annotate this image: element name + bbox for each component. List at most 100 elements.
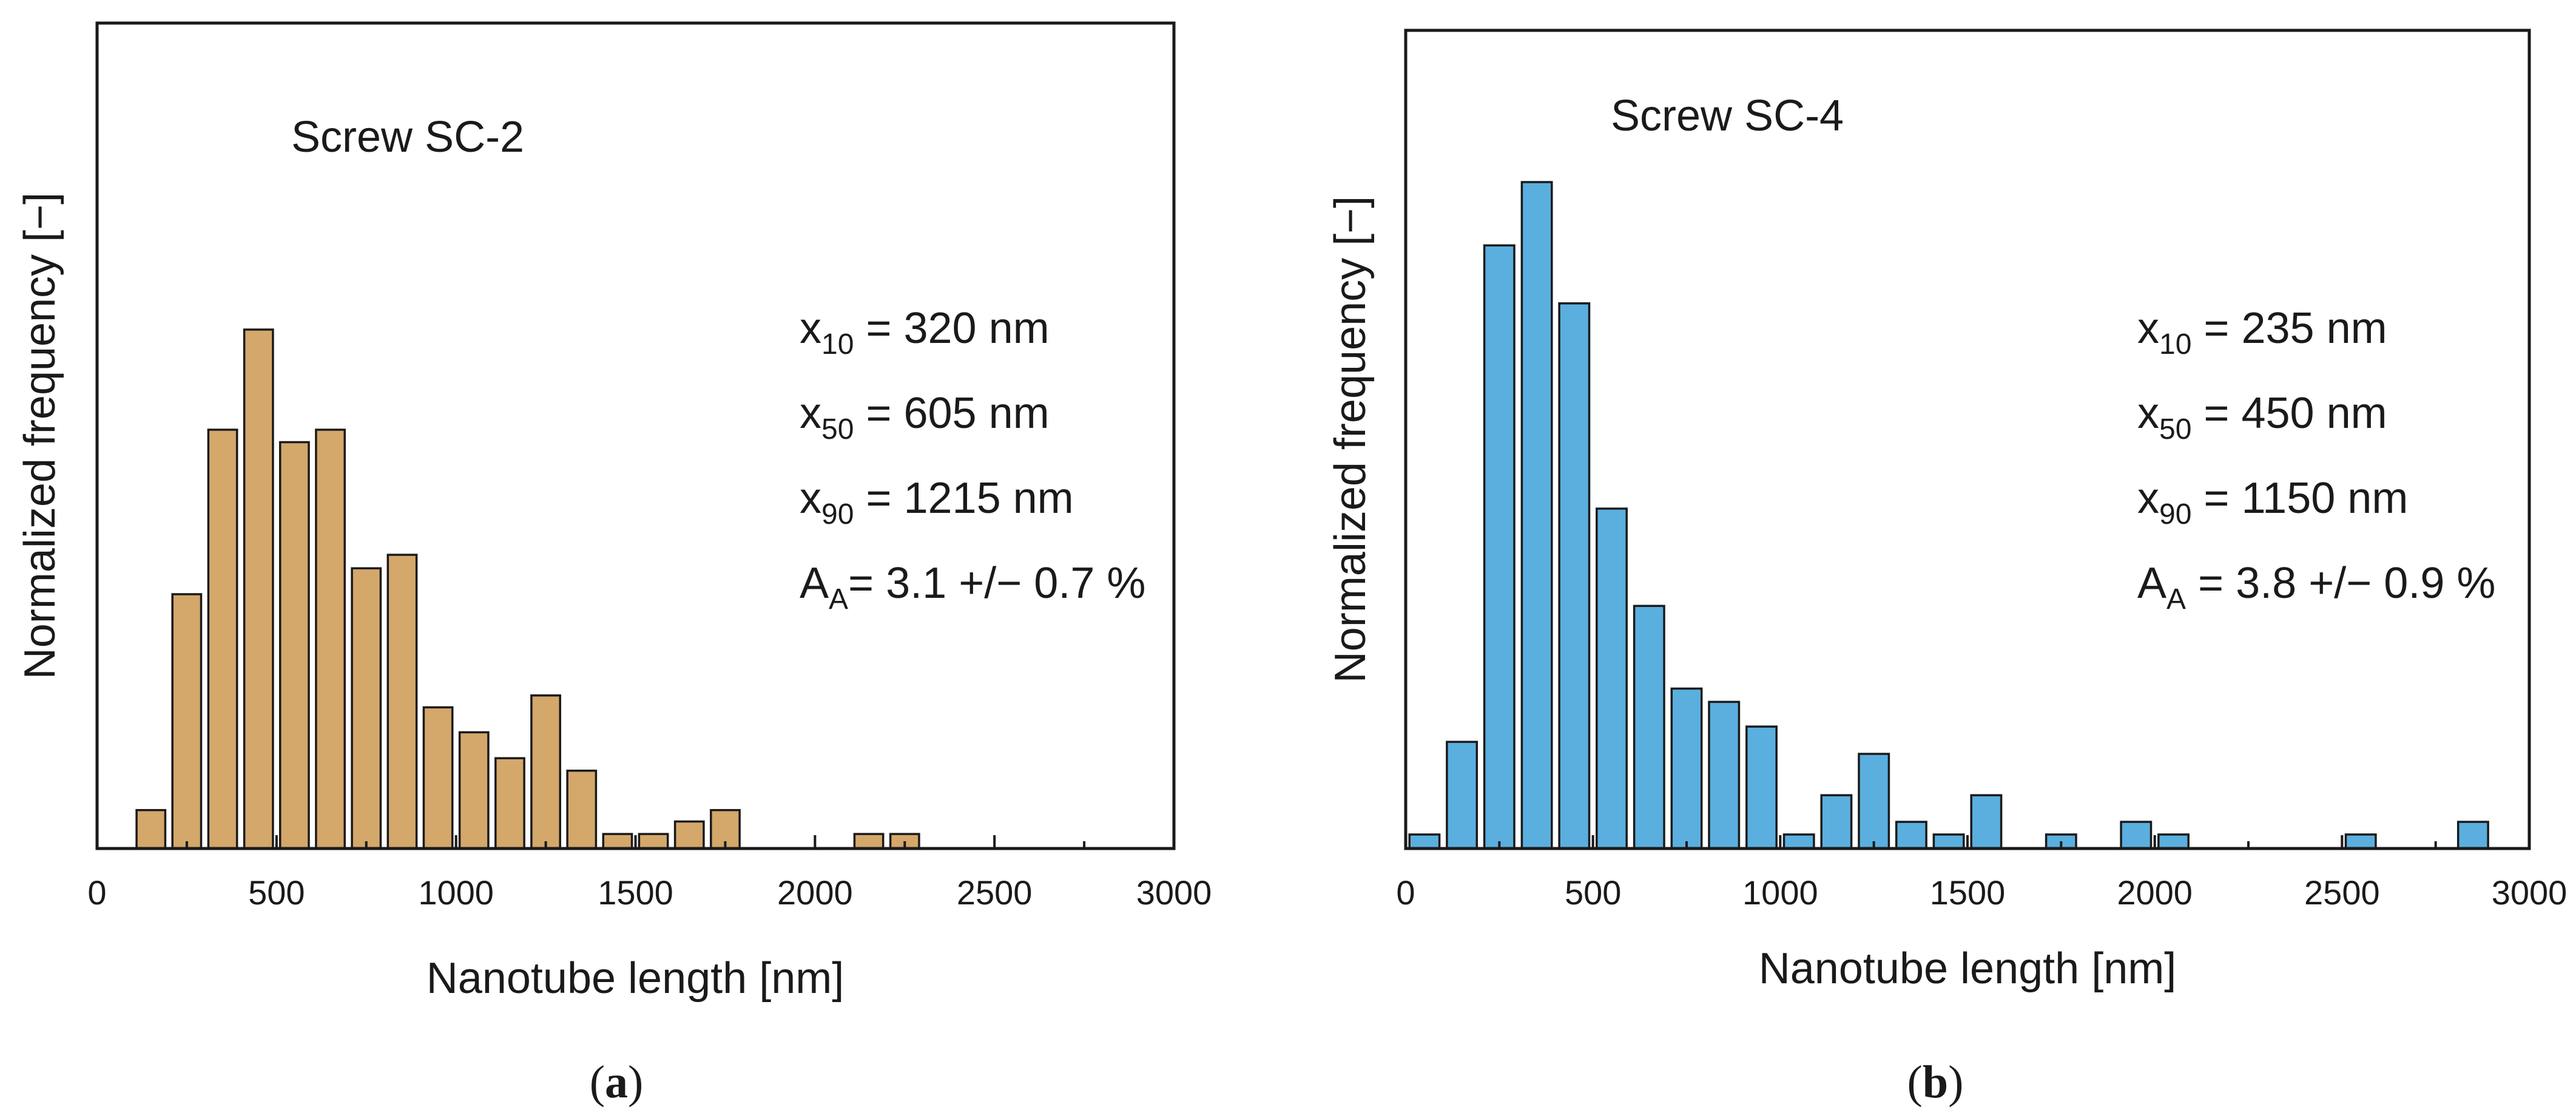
- histogram-bar: [673, 820, 705, 850]
- histogram-bar: [2344, 833, 2377, 850]
- histogram-bar: [1633, 605, 1665, 850]
- panel-a-caption-letter: a: [605, 1057, 628, 1108]
- stat-value: = 3.1 +/− 0.7 %: [848, 559, 1145, 608]
- stat-symbol: A: [800, 559, 829, 608]
- panel-b-caption-letter: b: [1923, 1057, 1948, 1108]
- panel-a-caption: (a): [590, 1057, 644, 1108]
- histogram-bar: [243, 328, 274, 850]
- histogram-bar: [1858, 753, 1890, 850]
- histogram-bar: [1596, 507, 1628, 850]
- stat-value: = 320 nm: [854, 304, 1049, 353]
- histogram-bar: [207, 429, 238, 850]
- stat-symbol: x: [2137, 304, 2159, 353]
- histogram-bar: [530, 694, 561, 850]
- stat-subscript: A: [829, 583, 848, 615]
- histogram-bar: [602, 833, 633, 850]
- histogram-bar: [386, 554, 418, 850]
- panel-b-x-axis-label: Nanotube length [nm]: [1759, 944, 2176, 993]
- stat-subscript: 10: [821, 328, 854, 361]
- stat-value: = 1150 nm: [2191, 474, 2408, 523]
- x-tick-label: 2500: [2304, 873, 2380, 912]
- histogram-bar: [171, 593, 203, 850]
- histogram-bar: [2157, 833, 2190, 850]
- histogram-bar: [1782, 833, 1815, 850]
- x-tick-label: 500: [248, 873, 305, 912]
- stat-value: = 605 nm: [854, 389, 1049, 438]
- stat-value: = 450 nm: [2191, 389, 2387, 438]
- x-tick-label: 2000: [777, 873, 853, 912]
- x-tick-label: 0: [1396, 873, 1415, 912]
- histogram-bar: [315, 429, 346, 850]
- x-tick-label: 1500: [598, 873, 673, 912]
- stat-annotation: x50 = 605 nm: [800, 389, 1050, 446]
- panel-b-y-axis-label: Normalized frequency [−]: [1326, 196, 1375, 683]
- stat-annotation: x10 = 320 nm: [800, 304, 1050, 361]
- stat-annotation: x10 = 235 nm: [2137, 304, 2387, 361]
- stat-annotation: x90 = 1215 nm: [800, 474, 1074, 530]
- panel-b-x-ticks: 0 500 1000 1500 2000 2500 3000: [1396, 835, 2567, 912]
- panel-b-caption: (b): [1907, 1057, 1964, 1108]
- stat-subscript: 50: [2159, 413, 2191, 446]
- histogram-bar: [1970, 794, 2003, 850]
- histogram-bar: [458, 731, 490, 850]
- x-tick-label: 0: [87, 873, 106, 912]
- x-tick-label: 1000: [418, 873, 494, 912]
- stat-value: = 3.8 +/− 0.9 %: [2186, 559, 2495, 608]
- stat-value: = 235 nm: [2191, 304, 2387, 353]
- histogram-bar: [278, 441, 310, 850]
- stat-symbol: x: [800, 474, 821, 523]
- panel-b-chart: 0 500 1000 1500 2000 2500 3000 Screw SC-4 x10 …: [1326, 29, 2567, 1108]
- histogram-bar: [135, 808, 167, 850]
- histogram-bar: [853, 833, 885, 850]
- stat-subscript: A: [2166, 583, 2186, 615]
- histogram-bar: [1558, 302, 1591, 850]
- stat-symbol: x: [800, 389, 821, 438]
- stat-symbol: A: [2137, 559, 2166, 608]
- histogram-bar: [1483, 244, 1516, 850]
- stat-symbol: x: [800, 304, 821, 353]
- x-tick-label: 2000: [2117, 873, 2193, 912]
- stat-subscript: 10: [2159, 328, 2191, 361]
- histogram-bar: [638, 833, 669, 850]
- histogram-bar: [351, 567, 382, 850]
- x-tick-label: 500: [1565, 873, 1621, 912]
- stat-subscript: 50: [821, 413, 854, 446]
- x-tick-label: 3000: [2492, 873, 2568, 912]
- histogram-bar: [1932, 833, 1965, 850]
- x-tick-label: 1500: [1930, 873, 2006, 912]
- stat-symbol: x: [2137, 474, 2159, 523]
- histogram-bar: [1708, 700, 1741, 850]
- stat-subscript: 90: [821, 498, 854, 530]
- panel-a-x-ticks: 0 500 1000 1500 2000 2500 3000: [87, 835, 1212, 912]
- panel-b-title: Screw SC-4: [1611, 92, 1844, 140]
- histogram-bar: [1670, 687, 1703, 850]
- panel-a-title: Screw SC-2: [291, 113, 524, 161]
- panel-a-x-axis-label: Nanotube length [nm]: [427, 954, 844, 1003]
- histogram-bar: [494, 757, 525, 850]
- panel-a-bars: [135, 328, 920, 850]
- stat-symbol: x: [2137, 389, 2159, 438]
- stat-annotation: x50 = 450 nm: [2137, 389, 2387, 446]
- histogram-bar: [1520, 181, 1553, 850]
- stat-annotation: x90 = 1150 nm: [2137, 474, 2408, 530]
- x-tick-label: 2500: [957, 873, 1033, 912]
- stat-annotation: AA = 3.8 +/− 0.9 %: [2137, 559, 2495, 615]
- histogram-bar: [2456, 821, 2489, 850]
- histogram-bar: [1408, 833, 1441, 850]
- histogram-bar: [1745, 725, 1778, 850]
- stat-subscript: 90: [2159, 498, 2191, 530]
- histogram-bar: [1820, 794, 1853, 850]
- histogram-bar: [1895, 821, 1927, 850]
- histogram-bar: [422, 706, 454, 850]
- x-tick-label: 1000: [1742, 873, 1818, 912]
- panel-a-chart: 0 500 1000 1500 2000 2500 3000 Screw SC-2 x10 …: [16, 21, 1212, 1108]
- histogram-bar: [2120, 821, 2153, 850]
- histogram-bar: [1446, 740, 1479, 850]
- histogram-bar: [566, 770, 598, 850]
- stat-value: = 1215 nm: [854, 474, 1073, 523]
- x-tick-label: 3000: [1136, 873, 1212, 912]
- stat-annotation: AA= 3.1 +/− 0.7 %: [800, 559, 1145, 615]
